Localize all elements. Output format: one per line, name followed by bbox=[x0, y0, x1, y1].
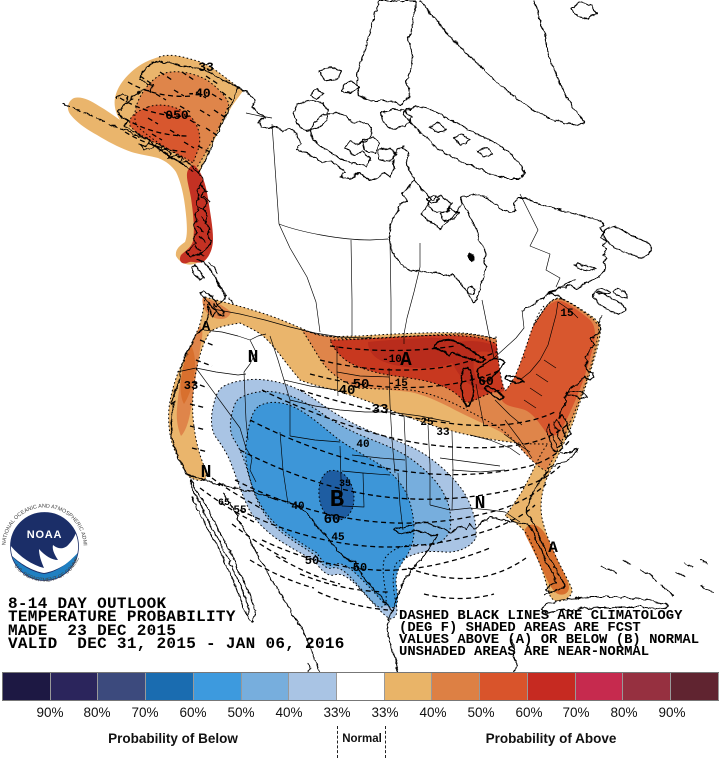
svg-text:45: 45 bbox=[331, 532, 345, 544]
svg-text:40: 40 bbox=[291, 501, 304, 513]
svg-text:60: 60 bbox=[478, 374, 494, 389]
svg-text:A: A bbox=[202, 319, 211, 335]
svg-text:60: 60 bbox=[324, 512, 341, 528]
svg-text:40: 40 bbox=[339, 383, 356, 399]
svg-text:N: N bbox=[201, 463, 212, 483]
svg-text:NOAA: NOAA bbox=[27, 529, 63, 541]
svg-text:40: 40 bbox=[356, 439, 369, 451]
svg-text:N: N bbox=[248, 348, 259, 368]
svg-text:33: 33 bbox=[436, 427, 450, 439]
svg-text:33: 33 bbox=[198, 60, 214, 75]
svg-text:-10: -10 bbox=[382, 354, 402, 366]
svg-text:33: 33 bbox=[184, 379, 198, 393]
svg-text:15: 15 bbox=[560, 308, 574, 320]
svg-text:35: 35 bbox=[339, 479, 351, 490]
svg-text:-40: -40 bbox=[187, 86, 211, 101]
svg-text:50: 50 bbox=[353, 561, 367, 575]
svg-text:50: 50 bbox=[353, 377, 370, 393]
svg-text:33: 33 bbox=[372, 402, 389, 418]
svg-text:A: A bbox=[548, 539, 558, 557]
svg-text:50: 50 bbox=[305, 554, 319, 568]
svg-text:B: B bbox=[330, 487, 344, 514]
svg-text:-15: -15 bbox=[388, 378, 408, 390]
svg-text:55: 55 bbox=[233, 505, 247, 517]
svg-text:A: A bbox=[400, 349, 412, 371]
svg-text:050: 050 bbox=[165, 108, 189, 123]
svg-text:65: 65 bbox=[218, 498, 230, 509]
svg-text:25: 25 bbox=[420, 417, 434, 429]
svg-text:N: N bbox=[475, 494, 486, 514]
